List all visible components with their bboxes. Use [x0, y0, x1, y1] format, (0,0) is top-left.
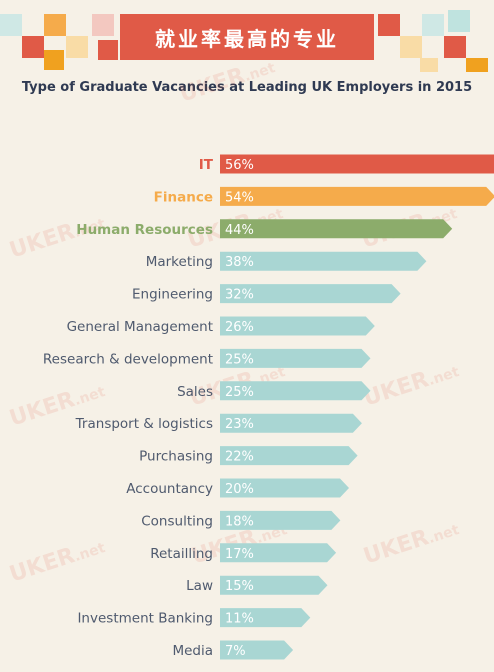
- category-label: Marketing: [146, 254, 213, 270]
- category-label: Research & development: [43, 351, 213, 367]
- bar: [220, 381, 371, 401]
- bar: [220, 510, 341, 530]
- category-label: Purchasing: [139, 449, 213, 465]
- value-label: 56%: [225, 158, 254, 173]
- bar: [220, 575, 328, 595]
- decor-square: [44, 14, 66, 36]
- decor-square: [444, 36, 466, 58]
- category-label: Human Resources: [76, 222, 213, 238]
- value-label: 38%: [225, 255, 254, 270]
- category-label: Finance: [154, 189, 213, 205]
- bar: [220, 543, 337, 563]
- decor-square: [466, 58, 488, 72]
- value-label: 44%: [225, 223, 254, 238]
- category-label: Law: [186, 578, 213, 594]
- decor-square: [98, 40, 118, 60]
- value-label: 20%: [225, 482, 254, 497]
- value-label: 26%: [225, 320, 254, 335]
- value-label: 15%: [225, 579, 254, 594]
- value-label: 11%: [225, 612, 254, 627]
- decor-square: [66, 36, 88, 58]
- value-label: 25%: [225, 352, 254, 367]
- decor-square: [92, 14, 114, 36]
- bar: [220, 251, 427, 271]
- category-label: Sales: [177, 384, 213, 400]
- bar: [220, 446, 358, 466]
- decor-square: [44, 50, 64, 70]
- category-label: Media: [172, 643, 213, 659]
- chart-title: Type of Graduate Vacancies at Leading UK…: [21, 80, 473, 95]
- bar: [220, 640, 294, 660]
- decor-square: [0, 14, 22, 36]
- category-label: Accountancy: [126, 481, 213, 497]
- decor-square: [420, 58, 438, 72]
- bar: [220, 348, 371, 368]
- banner-title: 就业率最高的专业: [120, 14, 374, 60]
- decor-square: [422, 14, 444, 36]
- bar: [220, 284, 401, 304]
- value-label: 22%: [225, 450, 254, 465]
- category-label: Engineering: [132, 287, 213, 303]
- decor-square: [448, 10, 470, 32]
- value-label: 18%: [225, 514, 254, 529]
- value-label: 54%: [225, 190, 254, 205]
- bar: [220, 219, 453, 239]
- value-label: 17%: [225, 547, 254, 562]
- value-label: 25%: [225, 385, 254, 400]
- value-label: 23%: [225, 417, 254, 432]
- bar: [220, 186, 494, 206]
- category-label: Consulting: [141, 513, 213, 529]
- category-label: Retailling: [150, 546, 213, 562]
- bar: [220, 413, 362, 433]
- category-label: General Management: [67, 319, 213, 335]
- bar: [220, 478, 349, 498]
- category-label: Investment Banking: [77, 611, 213, 627]
- category-label: IT: [199, 157, 214, 173]
- bar: [220, 608, 311, 628]
- value-label: 7%: [225, 644, 246, 659]
- bar: [220, 154, 494, 174]
- decor-square: [378, 14, 400, 36]
- decor-square: [400, 36, 422, 58]
- decor-square: [22, 36, 44, 58]
- category-label: Transport & logistics: [75, 416, 213, 432]
- bar: [220, 316, 375, 336]
- value-label: 32%: [225, 288, 254, 303]
